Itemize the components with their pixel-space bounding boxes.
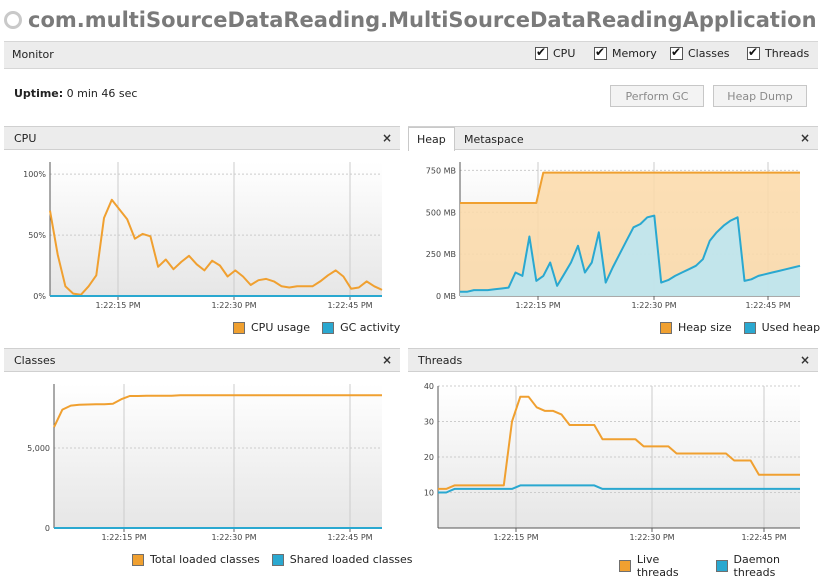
daemon-threads-line bbox=[438, 484, 800, 494]
x-tick-label: 1:22:15 PM bbox=[95, 301, 140, 310]
x-tick-label: 1:22:15 PM bbox=[515, 301, 560, 310]
x-tick-label: 1:22:30 PM bbox=[211, 301, 256, 310]
legend-label: Daemon threads bbox=[733, 553, 780, 579]
threads-checkbox[interactable]: Threads bbox=[747, 45, 810, 60]
checkbox-check-icon[interactable] bbox=[747, 45, 760, 60]
y-tick-label: 250 MB bbox=[426, 250, 456, 259]
window-title-bar: com.multiSourceDataReading.MultiSourceDa… bbox=[0, 4, 824, 36]
x-tick-label: 1:22:15 PM bbox=[493, 533, 538, 542]
x-tick-label: 1:22:45 PM bbox=[741, 533, 786, 542]
uptime-display: Uptime: 0 min 46 sec bbox=[14, 87, 137, 100]
legend-label: Shared loaded classes bbox=[289, 553, 413, 566]
perform-gc-button[interactable]: Perform GC bbox=[610, 85, 704, 107]
memory-checkbox-label: Memory bbox=[612, 47, 657, 60]
used-heap-line bbox=[460, 214, 801, 293]
app-status-icon bbox=[4, 11, 22, 29]
classes-checkbox-label: Classes bbox=[688, 47, 730, 60]
y-tick-label: 100% bbox=[23, 170, 46, 179]
legend-swatch bbox=[715, 560, 728, 572]
memory-checkbox[interactable]: Memory bbox=[594, 45, 657, 60]
legend-label: GC activity bbox=[340, 321, 401, 334]
classes-panel-header: Classes × bbox=[4, 348, 400, 372]
threads-panel-header: Threads × bbox=[408, 348, 818, 372]
tab-heap[interactable]: Heap bbox=[408, 127, 455, 151]
classes-legend: Total loaded classes Shared loaded class… bbox=[132, 553, 413, 566]
checkbox-check-icon[interactable] bbox=[594, 45, 607, 60]
tab-metaspace[interactable]: Metaspace bbox=[464, 132, 524, 146]
y-tick-label: 40 bbox=[424, 382, 434, 391]
live-threads-line bbox=[438, 395, 800, 490]
legend-swatch bbox=[132, 553, 144, 566]
legend-swatch bbox=[619, 560, 631, 572]
y-tick-label: 10 bbox=[424, 489, 434, 498]
legend-label: Used heap bbox=[761, 321, 821, 334]
x-tick-label: 1:22:30 PM bbox=[631, 301, 676, 310]
threads-checkbox-label: Threads bbox=[765, 47, 810, 60]
y-tick-label: 5,000 bbox=[27, 444, 50, 453]
cpu-checkbox[interactable]: CPU bbox=[535, 45, 576, 60]
cpu-checkbox-label: CPU bbox=[553, 47, 576, 60]
y-tick-label: 0 MB bbox=[436, 292, 456, 301]
cpu-panel-header: CPU × bbox=[4, 126, 400, 150]
legend-swatch bbox=[233, 321, 245, 334]
legend-label: Heap size bbox=[678, 321, 732, 334]
classes-panel-title: Classes bbox=[14, 354, 56, 367]
classes-checkbox[interactable]: Classes bbox=[670, 45, 730, 60]
window-title: com.multiSourceDataReading.MultiSourceDa… bbox=[28, 8, 824, 32]
x-tick-label: 1:22:30 PM bbox=[211, 533, 256, 542]
legend-swatch bbox=[271, 553, 284, 566]
x-tick-label: 1:22:45 PM bbox=[745, 301, 790, 310]
threads-legend: Live threads Daemon threads bbox=[619, 553, 824, 579]
checkbox-check-icon[interactable] bbox=[535, 45, 548, 60]
heap-dump-button[interactable]: Heap Dump bbox=[713, 85, 807, 107]
y-tick-label: 20 bbox=[424, 453, 434, 462]
monitor-label: Monitor bbox=[12, 48, 54, 61]
x-tick-label: 1:22:30 PM bbox=[629, 533, 674, 542]
y-tick-label: 0 bbox=[45, 524, 50, 533]
legend-swatch bbox=[660, 321, 672, 334]
legend-swatch bbox=[743, 321, 756, 334]
checkbox-check-icon[interactable] bbox=[670, 45, 683, 60]
cpu-usage-line bbox=[49, 198, 383, 296]
y-tick-label: 500 MB bbox=[426, 208, 456, 217]
legend-label: Total loaded classes bbox=[150, 553, 260, 566]
threads-panel-title: Threads bbox=[418, 354, 463, 367]
legend-label: Live threads bbox=[636, 553, 679, 579]
cpu-panel-close-icon[interactable]: × bbox=[381, 131, 392, 145]
x-tick-label: 1:22:45 PM bbox=[327, 533, 372, 542]
heap-panel-close-icon[interactable]: × bbox=[799, 131, 810, 145]
x-tick-label: 1:22:45 PM bbox=[327, 301, 372, 310]
cpu-panel-title: CPU bbox=[14, 132, 37, 145]
cpu-chart: 100% 50% 0% 1:22:15 PM 1:22:30 PM 1:22:45 PM bbox=[23, 162, 383, 310]
classes-panel-close-icon[interactable]: × bbox=[381, 353, 392, 367]
heap-size-line bbox=[460, 171, 800, 204]
y-tick-label: 750 MB bbox=[426, 166, 456, 175]
plot-area bbox=[54, 384, 382, 528]
classes-chart: 5,000 0 1:22:15 PM 1:22:30 PM 1:22:45 PM bbox=[27, 384, 382, 542]
y-tick-label: 30 bbox=[424, 418, 434, 427]
plot-area bbox=[50, 162, 382, 296]
total-loaded-classes-line bbox=[53, 394, 382, 428]
legend-label: CPU usage bbox=[251, 321, 311, 334]
threads-chart: 40 30 20 10 1:22:15 PM 1:22:30 PM 1:22:45 PM bbox=[424, 382, 800, 542]
y-tick-label: 0% bbox=[33, 292, 46, 301]
monitor-toolbar: Monitor CPU Memory Classes Threads bbox=[4, 41, 818, 69]
threads-panel-close-icon[interactable]: × bbox=[799, 353, 810, 367]
y-tick-label: 50% bbox=[28, 231, 46, 240]
uptime-label: Uptime: bbox=[14, 87, 64, 100]
legend-swatch bbox=[322, 321, 335, 334]
x-tick-label: 1:22:15 PM bbox=[101, 533, 146, 542]
heap-chart: 750 MB 500 MB 250 MB 0 MB 1:22:15 PM 1:22:30 … bbox=[426, 162, 801, 310]
uptime-value: 0 min 46 sec bbox=[66, 87, 138, 100]
heap-panel-header: Heap Metaspace × bbox=[408, 126, 818, 151]
cpu-legend: CPU usage GC activity bbox=[233, 321, 400, 334]
heap-legend: Heap size Used heap bbox=[660, 321, 820, 334]
